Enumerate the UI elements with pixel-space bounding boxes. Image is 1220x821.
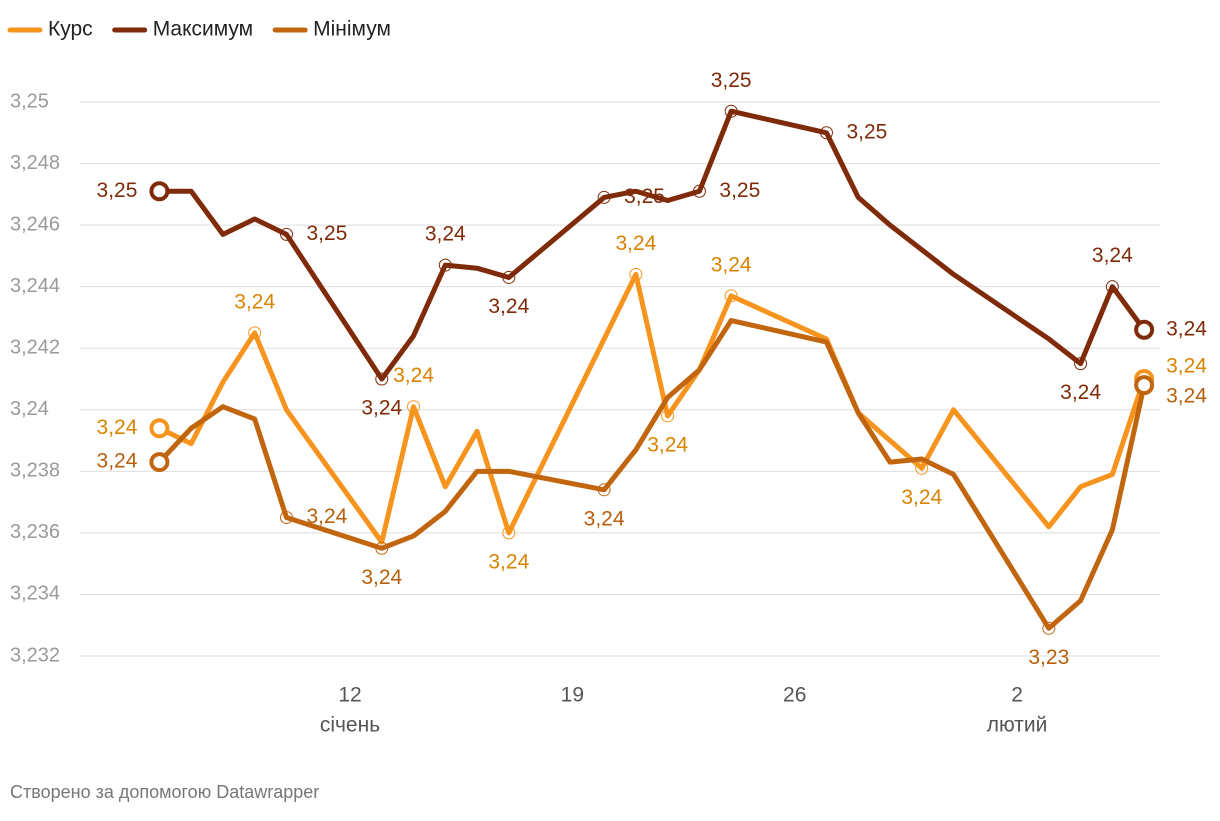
data-label: 3,24 (901, 486, 942, 509)
point-marker (661, 409, 675, 423)
month-label: лютий (987, 714, 1048, 737)
data-label: 3,24 (1092, 244, 1133, 267)
point-marker (724, 104, 738, 118)
point-marker (438, 258, 452, 272)
x-tick-label: 12 (338, 684, 361, 707)
legend-label: Курс (48, 18, 93, 41)
legend-item: Курс (7, 18, 93, 41)
y-tick-label: 3,238 (10, 460, 60, 482)
data-label: 3,24 (361, 566, 402, 589)
y-tick-label: 3,244 (10, 275, 60, 297)
data-label: 3,24 (1166, 355, 1207, 378)
point-marker (1042, 621, 1056, 635)
footer: Створено за допомогою Datawrapper (10, 782, 319, 802)
data-label: 3,24 (97, 416, 138, 439)
data-label: 3,25 (97, 179, 138, 202)
point-marker (502, 526, 516, 540)
data-label: 3,23 (1028, 646, 1069, 669)
legend-label: Мінімум (313, 18, 391, 41)
x-tick-label: 19 (561, 684, 584, 707)
data-label: 3,24 (488, 295, 529, 318)
y-tick-label: 3,248 (10, 152, 60, 174)
data-label: 3,25 (711, 69, 752, 92)
point-marker (375, 541, 389, 555)
point-marker (692, 184, 706, 198)
x-tick-label: 2 (1011, 684, 1023, 707)
month-label: січень (320, 714, 380, 737)
data-label: 3,24 (306, 505, 347, 528)
point-marker (629, 267, 643, 281)
data-label: 3,24 (584, 507, 625, 530)
point-marker (597, 483, 611, 497)
data-label: 3,24 (1166, 317, 1207, 340)
series-line (156, 318, 1147, 631)
legend-item: Мінімум (272, 18, 391, 41)
point-marker (279, 227, 293, 241)
data-label: 3,25 (624, 185, 665, 208)
x-tick-label: 26 (783, 684, 806, 707)
data-label: 3,24 (97, 450, 138, 473)
point-marker (279, 511, 293, 524)
point-marker (502, 270, 516, 284)
legend-label: Максимум (153, 18, 253, 41)
point-marker (915, 461, 929, 475)
point-marker (819, 126, 833, 140)
y-tick-label: 3,234 (10, 583, 60, 605)
point-marker (597, 190, 611, 204)
point-marker (1074, 357, 1088, 371)
y-tick-label: 3,246 (10, 213, 60, 235)
data-label: 3,24 (425, 223, 466, 246)
y-tick-label: 3,25 (10, 90, 49, 112)
data-label: 3,24 (615, 232, 656, 255)
end-marker (1134, 319, 1155, 340)
point-marker (1105, 280, 1119, 294)
data-label: 3,25 (846, 120, 887, 143)
legend-item: Максимум (112, 18, 253, 41)
end-marker (149, 418, 170, 439)
data-label: 3,25 (719, 179, 760, 202)
data-label: 3,24 (361, 397, 402, 420)
point-marker (248, 326, 262, 340)
data-label: 3,24 (488, 550, 529, 573)
data-label: 3,24 (711, 253, 752, 276)
data-label: 3,24 (647, 433, 688, 456)
y-tick-label: 3,24 (10, 398, 49, 420)
data-label: 3,25 (306, 222, 347, 245)
data-label: 3,24 (393, 364, 434, 387)
data-label: 3,24 (1060, 381, 1101, 404)
y-tick-label: 3,242 (10, 337, 60, 359)
end-marker (1134, 375, 1155, 396)
end-marker (149, 181, 170, 202)
data-label: 3,24 (1166, 385, 1207, 408)
y-tick-label: 3,236 (10, 521, 60, 543)
point-marker (724, 289, 738, 303)
point-marker (407, 400, 421, 414)
end-marker (149, 452, 170, 473)
point-marker (375, 372, 389, 386)
data-label: 3,24 (234, 290, 275, 313)
y-tick-label: 3,232 (10, 644, 60, 666)
series-line (156, 271, 1147, 545)
